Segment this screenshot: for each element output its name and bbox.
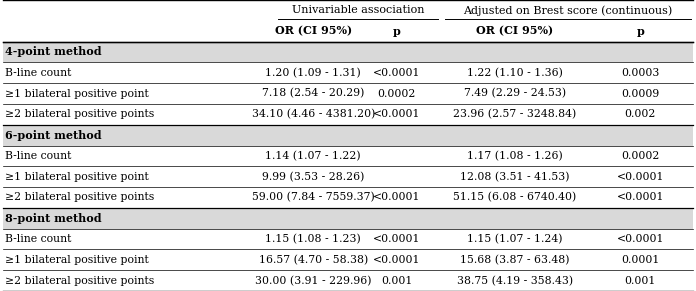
Text: ≥2 bilateral positive points: ≥2 bilateral positive points [5, 109, 154, 119]
Text: ≥1 bilateral positive point: ≥1 bilateral positive point [5, 88, 149, 99]
Text: 1.17 (1.08 - 1.26): 1.17 (1.08 - 1.26) [467, 151, 563, 161]
Text: ≥2 bilateral positive points: ≥2 bilateral positive points [5, 192, 154, 203]
Bar [3, 208, 693, 229]
Text: 1.15 (1.08 - 1.23): 1.15 (1.08 - 1.23) [265, 234, 361, 244]
Text: <0.0001: <0.0001 [617, 192, 664, 203]
Text: 9.99 (3.53 - 28.26): 9.99 (3.53 - 28.26) [262, 171, 365, 182]
Text: 0.0009: 0.0009 [622, 88, 659, 99]
Text: <0.0001: <0.0001 [617, 172, 664, 182]
Text: 1.15 (1.07 - 1.24): 1.15 (1.07 - 1.24) [467, 234, 563, 244]
Text: 0.001: 0.001 [381, 276, 413, 285]
Text: 1.20 (1.09 - 1.31): 1.20 (1.09 - 1.31) [265, 68, 361, 78]
Text: B-line count: B-line count [5, 234, 71, 244]
Text: 4-point method: 4-point method [5, 47, 102, 57]
Text: 34.10 (4.46 - 4381.20): 34.10 (4.46 - 4381.20) [251, 109, 375, 120]
Text: ≥1 bilateral positive point: ≥1 bilateral positive point [5, 172, 149, 182]
Bar [3, 42, 693, 62]
Text: <0.0001: <0.0001 [373, 192, 420, 203]
Text: 38.75 (4.19 - 358.43): 38.75 (4.19 - 358.43) [457, 276, 573, 286]
Text: <0.0001: <0.0001 [373, 68, 420, 78]
Text: 51.15 (6.08 - 6740.40): 51.15 (6.08 - 6740.40) [453, 192, 577, 203]
Text: <0.0001: <0.0001 [617, 234, 664, 244]
Text: 0.002: 0.002 [624, 109, 656, 119]
Text: Adjusted on Brest score (continuous): Adjusted on Brest score (continuous) [463, 5, 672, 16]
Bar [3, 125, 693, 146]
Text: 0.0003: 0.0003 [621, 68, 660, 78]
Text: 7.49 (2.29 - 24.53): 7.49 (2.29 - 24.53) [464, 88, 566, 99]
Text: OR (CI 95%): OR (CI 95%) [275, 26, 351, 37]
Text: 1.14 (1.07 - 1.22): 1.14 (1.07 - 1.22) [265, 151, 361, 161]
Text: ≥2 bilateral positive points: ≥2 bilateral positive points [5, 276, 154, 285]
Text: <0.0001: <0.0001 [373, 109, 420, 119]
Text: 7.18 (2.54 - 20.29): 7.18 (2.54 - 20.29) [262, 88, 365, 99]
Text: 15.68 (3.87 - 63.48): 15.68 (3.87 - 63.48) [460, 255, 570, 265]
Text: B-line count: B-line count [5, 68, 71, 78]
Text: 0.0002: 0.0002 [377, 88, 416, 99]
Text: ≥1 bilateral positive point: ≥1 bilateral positive point [5, 255, 149, 265]
Text: 30.00 (3.91 - 229.96): 30.00 (3.91 - 229.96) [255, 276, 372, 286]
Text: Univariable association: Univariable association [292, 6, 425, 15]
Text: 12.08 (3.51 - 41.53): 12.08 (3.51 - 41.53) [460, 171, 570, 182]
Text: 1.22 (1.10 - 1.36): 1.22 (1.10 - 1.36) [467, 68, 563, 78]
Text: <0.0001: <0.0001 [373, 255, 420, 265]
Text: 23.96 (2.57 - 3248.84): 23.96 (2.57 - 3248.84) [453, 109, 577, 120]
Text: 0.0001: 0.0001 [621, 255, 660, 265]
Text: 6-point method: 6-point method [5, 129, 102, 141]
Text: OR (CI 95%): OR (CI 95%) [477, 26, 553, 37]
Text: 0.0002: 0.0002 [621, 151, 660, 161]
Text: p: p [636, 26, 644, 37]
Text: 16.57 (4.70 - 58.38): 16.57 (4.70 - 58.38) [259, 255, 367, 265]
Text: 0.001: 0.001 [624, 276, 656, 285]
Text: p: p [393, 26, 401, 37]
Text: B-line count: B-line count [5, 151, 71, 161]
Text: 59.00 (7.84 - 7559.37): 59.00 (7.84 - 7559.37) [252, 192, 374, 203]
Text: <0.0001: <0.0001 [373, 234, 420, 244]
Text: 8-point method: 8-point method [5, 213, 102, 224]
